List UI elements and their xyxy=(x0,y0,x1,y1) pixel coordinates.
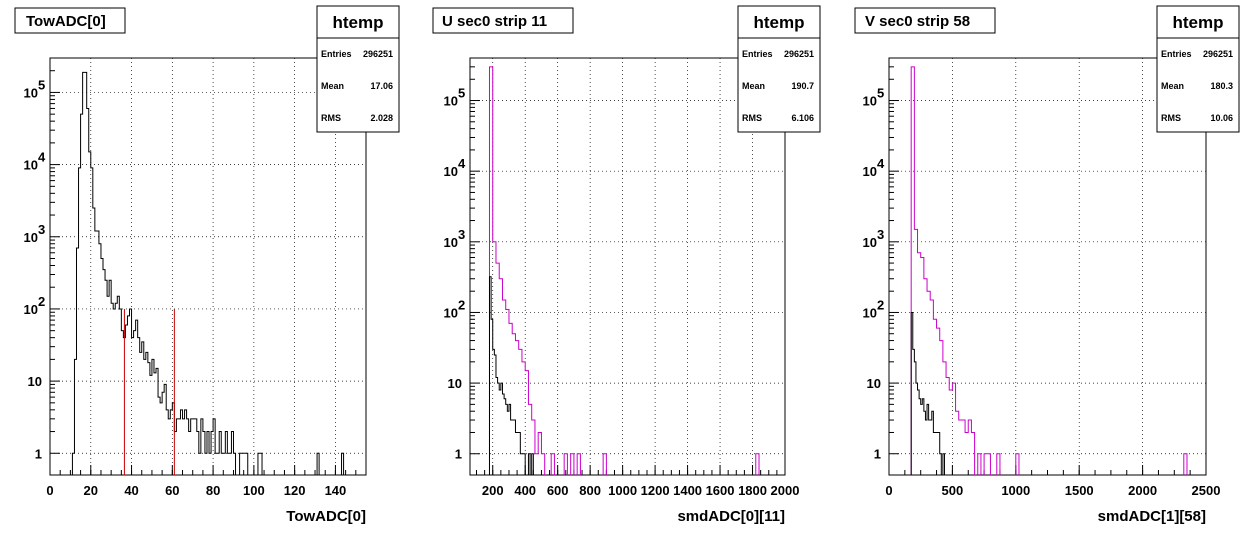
stats-rms-label: RMS xyxy=(742,113,762,123)
y-tick-exponent: 2 xyxy=(38,294,45,309)
stats-entries-label: Entries xyxy=(742,49,773,59)
chart-title: V sec0 strip 58 xyxy=(865,13,970,30)
stats-mean-label: Mean xyxy=(321,81,344,91)
stats-box xyxy=(316,5,400,133)
y-tick-label: 10 xyxy=(863,164,877,179)
x-axis-label: smdADC[0][11] xyxy=(677,508,785,525)
x-tick-label: 120 xyxy=(284,483,306,498)
y-tick-label: 1 xyxy=(455,447,462,462)
histogram-panel-0: 0 20 40 60 80 100 120 140110102103104105TowADC[… xyxy=(14,5,400,525)
stats-entries-label: Entries xyxy=(321,49,352,59)
x-tick-label: 200 xyxy=(482,483,504,498)
y-tick-exponent: 2 xyxy=(877,297,884,312)
x-tick-label: 400 xyxy=(514,483,536,498)
x-tick-label: 1400 xyxy=(673,483,702,498)
stats-mean-value: 17.06 xyxy=(370,81,393,91)
y-tick-label: 10 xyxy=(444,305,458,320)
x-tick-label: 60 xyxy=(165,483,179,498)
x-tick-label: 1000 xyxy=(1001,483,1030,498)
x-tick-label: 1000 xyxy=(608,483,637,498)
chart-title: U sec0 strip 11 xyxy=(442,13,547,30)
histogram-series-0 xyxy=(910,66,1188,475)
x-tick-label: 40 xyxy=(124,483,138,498)
stats-title: htemp xyxy=(754,13,805,32)
x-tick-label: 140 xyxy=(325,483,347,498)
y-tick-label: 10 xyxy=(28,374,42,389)
stats-rms-value: 10.06 xyxy=(1210,113,1233,123)
plot-frame xyxy=(888,57,1207,476)
stats-entries-value: 296251 xyxy=(1203,49,1233,59)
x-tick-label: 0 xyxy=(46,483,53,498)
stats-mean-value: 180.3 xyxy=(1210,81,1233,91)
y-tick-exponent: 4 xyxy=(877,156,885,171)
stats-entries-value: 296251 xyxy=(784,49,814,59)
stats-mean-value: 190.7 xyxy=(791,81,814,91)
histogram-panel-1: 200 400 600 800 1000 1200 1400 1600 1800 20001101… xyxy=(432,5,821,525)
histogram-series-1 xyxy=(910,311,945,475)
y-tick-label: 1 xyxy=(35,446,42,461)
y-tick-exponent: 5 xyxy=(38,77,45,92)
y-tick-label: 10 xyxy=(863,235,877,250)
histogram-series-0 xyxy=(488,66,760,475)
histogram-series-0 xyxy=(71,71,345,475)
y-tick-exponent: 3 xyxy=(38,222,45,237)
x-tick-label: 2500 xyxy=(1192,483,1221,498)
y-tick-label: 10 xyxy=(448,376,462,391)
y-tick-label: 10 xyxy=(444,94,458,109)
y-tick-exponent: 4 xyxy=(458,156,466,171)
x-tick-label: 2000 xyxy=(771,483,800,498)
x-tick-label: 80 xyxy=(206,483,220,498)
y-tick-exponent: 3 xyxy=(458,227,465,242)
chart-title: TowADC[0] xyxy=(26,13,106,30)
plot-frame xyxy=(469,57,786,476)
stats-entries-value: 296251 xyxy=(363,49,393,59)
stats-box xyxy=(1156,5,1240,133)
y-tick-exponent: 2 xyxy=(458,297,465,312)
stats-rms-label: RMS xyxy=(1161,113,1181,123)
y-tick-label: 10 xyxy=(444,164,458,179)
y-tick-label: 10 xyxy=(24,230,38,245)
x-tick-label: 0 xyxy=(885,483,892,498)
x-tick-label: 600 xyxy=(547,483,569,498)
histogram-series-1 xyxy=(488,276,534,475)
x-tick-label: 500 xyxy=(942,483,964,498)
x-tick-label: 800 xyxy=(579,483,601,498)
y-tick-label: 10 xyxy=(24,158,38,173)
title-box xyxy=(854,7,996,34)
y-tick-label: 10 xyxy=(863,305,877,320)
title-box xyxy=(432,7,574,34)
x-tick-label: 1600 xyxy=(706,483,735,498)
stats-rms-label: RMS xyxy=(321,113,341,123)
x-tick-label: 1800 xyxy=(738,483,767,498)
x-tick-label: 20 xyxy=(84,483,98,498)
stats-mean-label: Mean xyxy=(1161,81,1184,91)
y-tick-label: 10 xyxy=(24,85,38,100)
x-axis-label: smdADC[1][58] xyxy=(1098,508,1206,525)
x-tick-label: 1200 xyxy=(641,483,670,498)
x-axis-label: TowADC[0] xyxy=(286,508,366,525)
title-box xyxy=(14,7,126,34)
y-tick-label: 10 xyxy=(867,376,881,391)
x-tick-label: 1500 xyxy=(1065,483,1094,498)
stats-title: htemp xyxy=(1173,13,1224,32)
y-tick-exponent: 3 xyxy=(877,227,884,242)
y-tick-exponent: 5 xyxy=(877,86,884,101)
stats-rms-value: 2.028 xyxy=(370,113,393,123)
x-tick-label: 2000 xyxy=(1128,483,1157,498)
y-tick-label: 1 xyxy=(874,447,881,462)
y-tick-label: 10 xyxy=(24,302,38,317)
stats-mean-label: Mean xyxy=(742,81,765,91)
x-tick-label: 100 xyxy=(243,483,265,498)
stats-entries-label: Entries xyxy=(1161,49,1192,59)
y-tick-label: 10 xyxy=(863,94,877,109)
y-tick-exponent: 5 xyxy=(458,86,465,101)
stats-box xyxy=(737,5,821,133)
y-tick-label: 10 xyxy=(444,235,458,250)
stats-title: htemp xyxy=(333,13,384,32)
y-tick-exponent: 4 xyxy=(38,150,46,165)
stats-rms-value: 6.106 xyxy=(791,113,814,123)
